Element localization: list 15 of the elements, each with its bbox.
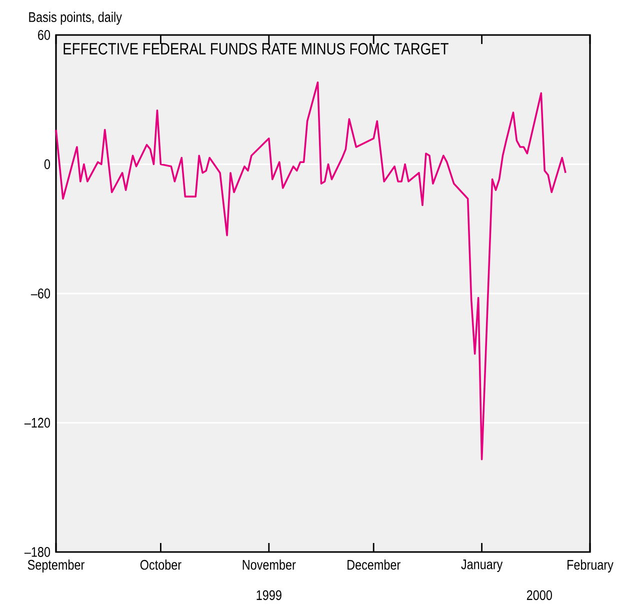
x-tick-label: October (140, 560, 182, 570)
text: 1999 (256, 590, 282, 600)
x-tick-label: December (348, 560, 400, 570)
x-tick-label: November (242, 560, 296, 570)
text: 2000 (526, 590, 552, 600)
x-tick-label: January (461, 560, 503, 572)
y-tick-label: 0 (44, 159, 50, 170)
y-tick-label: –60 (30, 288, 50, 298)
x-tick-label: September (28, 560, 84, 573)
y-tick-label: –180 (24, 547, 50, 557)
y-tick-label: –120 (24, 418, 50, 428)
y-tick-label: 60 (38, 30, 50, 40)
chart-title: EFFECTIVE FEDERAL FUNDS RATE MINUS FOMC TARGET (64, 42, 448, 55)
y-axis-title: Basis points, daily (29, 12, 122, 25)
x-tick-label: February (568, 560, 614, 573)
